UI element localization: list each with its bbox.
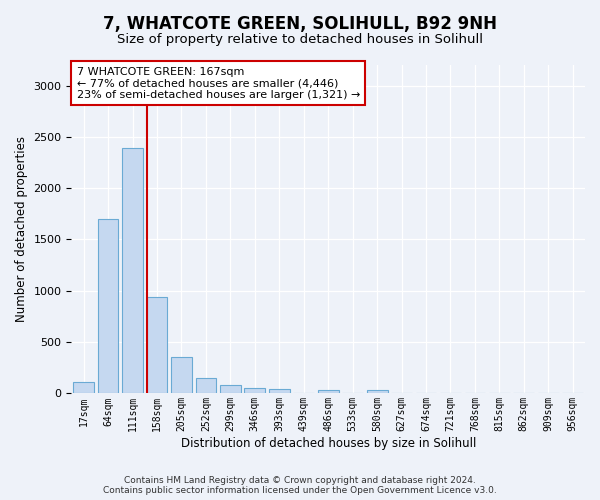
Bar <box>220 384 241 394</box>
Bar <box>98 219 118 394</box>
Bar <box>171 358 192 394</box>
Bar <box>122 148 143 394</box>
Bar <box>196 378 217 394</box>
Bar <box>73 382 94 394</box>
X-axis label: Distribution of detached houses by size in Solihull: Distribution of detached houses by size … <box>181 437 476 450</box>
Bar <box>367 390 388 394</box>
Text: 7 WHATCOTE GREEN: 167sqm
← 77% of detached houses are smaller (4,446)
23% of sem: 7 WHATCOTE GREEN: 167sqm ← 77% of detach… <box>77 66 360 100</box>
Text: Contains HM Land Registry data © Crown copyright and database right 2024.
Contai: Contains HM Land Registry data © Crown c… <box>103 476 497 495</box>
Bar <box>269 389 290 394</box>
Text: Size of property relative to detached houses in Solihull: Size of property relative to detached ho… <box>117 32 483 46</box>
Bar <box>146 297 167 394</box>
Y-axis label: Number of detached properties: Number of detached properties <box>15 136 28 322</box>
Bar <box>244 388 265 394</box>
Text: 7, WHATCOTE GREEN, SOLIHULL, B92 9NH: 7, WHATCOTE GREEN, SOLIHULL, B92 9NH <box>103 15 497 33</box>
Bar <box>293 393 314 394</box>
Bar <box>318 390 338 394</box>
Bar <box>342 393 363 394</box>
